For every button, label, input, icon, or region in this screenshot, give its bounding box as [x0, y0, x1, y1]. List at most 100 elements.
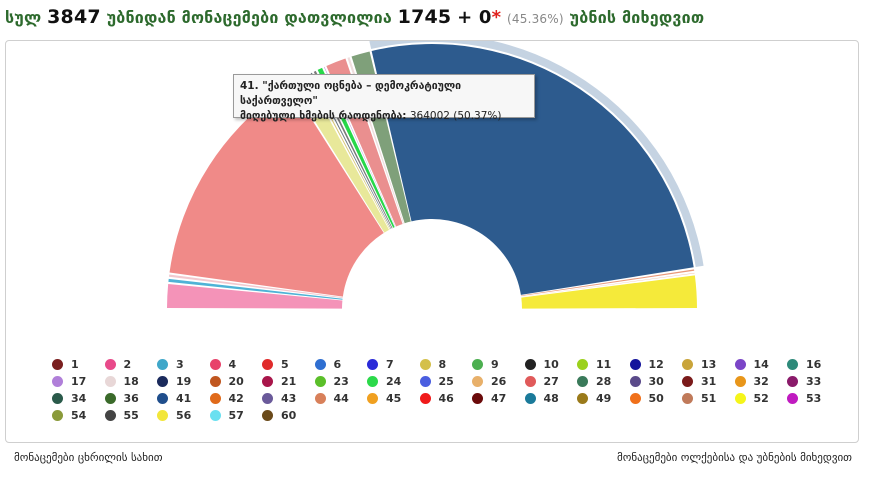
legend-item-54[interactable]: 54 — [52, 407, 86, 424]
legend-swatch — [262, 410, 273, 421]
legend-label: 16 — [806, 358, 822, 371]
legend-item-32[interactable]: 32 — [734, 373, 769, 390]
legend-label: 14 — [753, 358, 769, 371]
legend-swatch — [682, 393, 693, 404]
legend-item-46[interactable]: 46 — [419, 390, 454, 407]
legend-item-14[interactable]: 14 — [734, 356, 769, 373]
legend-item-25[interactable]: 25 — [419, 373, 454, 390]
slice-4[interactable] — [169, 85, 384, 297]
legend-item-47[interactable]: 47 — [472, 390, 506, 407]
legend-item-33[interactable]: 33 — [787, 373, 821, 390]
legend-label: 43 — [281, 392, 297, 405]
legend-item-44[interactable]: 44 — [314, 390, 349, 407]
legend-item-26[interactable]: 26 — [472, 373, 506, 390]
legend-swatch — [472, 393, 483, 404]
legend-item-21[interactable]: 21 — [262, 373, 296, 390]
legend-label: 34 — [71, 392, 87, 405]
districts-link[interactable]: მონაცემები ოლქებისა და უბნების მიხედვით — [616, 451, 852, 464]
legend-item-45[interactable]: 45 — [367, 390, 401, 407]
slice-3[interactable] — [168, 278, 343, 300]
legend-item-12[interactable]: 12 — [629, 356, 664, 373]
legend-item-24[interactable]: 24 — [367, 373, 401, 390]
legend-item-1[interactable]: 1 — [52, 356, 79, 373]
legend-item-2[interactable]: 2 — [104, 356, 131, 373]
legend-item-31[interactable]: 31 — [682, 373, 716, 390]
page-title: სულ 3847 უბნიდან მონაცემები დათვლილია 17… — [5, 6, 704, 32]
legend-item-55[interactable]: 55 — [104, 407, 139, 424]
legend-label: 5 — [281, 358, 289, 371]
legend-label: 53 — [806, 392, 822, 405]
legend-item-11[interactable]: 11 — [577, 356, 611, 373]
tooltip-value: 364002 (50.37%) — [409, 110, 502, 122]
legend-swatch — [52, 410, 63, 421]
legend-item-51[interactable]: 51 — [682, 390, 716, 407]
legend-swatch — [419, 393, 431, 404]
slice-56[interactable] — [521, 275, 697, 309]
counted-stations: 1745 — [397, 6, 452, 28]
legend-label: 36 — [123, 392, 139, 405]
legend-item-56[interactable]: 56 — [157, 407, 191, 424]
slice-50[interactable] — [521, 272, 695, 297]
legend-item-16[interactable]: 16 — [787, 356, 821, 373]
legend-item-19[interactable]: 19 — [157, 373, 191, 390]
legend-swatch — [577, 393, 588, 404]
legend-item-34[interactable]: 34 — [52, 390, 86, 407]
legend-item-42[interactable]: 42 — [209, 390, 244, 407]
table-view-link[interactable]: მონაცემები ცხრილის სახით — [14, 451, 163, 464]
legend-swatch — [209, 359, 221, 370]
legend-item-48[interactable]: 48 — [524, 390, 559, 407]
legend-label: 20 — [228, 375, 244, 388]
legend-item-8[interactable]: 8 — [419, 356, 446, 373]
legend-label: 32 — [753, 375, 769, 388]
legend-swatch — [104, 393, 116, 404]
legend-item-7[interactable]: 7 — [367, 356, 394, 373]
slice-18[interactable] — [168, 274, 343, 299]
legend-item-4[interactable]: 4 — [209, 356, 237, 373]
legend-item-20[interactable]: 20 — [209, 373, 244, 390]
legend-item-17[interactable]: 17 — [52, 373, 86, 390]
legend-label: 4 — [228, 358, 237, 371]
legend-row: 34 36 41 42 43 44 45 46 47 48 49 50 51 52 53 — [52, 390, 832, 407]
legend-item-6[interactable]: 6 — [314, 356, 341, 373]
legend-swatch — [209, 393, 221, 404]
legend-label: 17 — [71, 375, 87, 388]
legend-swatch — [314, 376, 326, 387]
legend-label: 21 — [281, 375, 297, 388]
legend-swatch — [524, 376, 536, 387]
tooltip-title: 41. "ქართული ოცნება – დემოკრატიული საქარ… — [240, 80, 462, 107]
legend-label: 42 — [228, 392, 244, 405]
legend-item-5[interactable]: 5 — [262, 356, 289, 373]
legend-item-27[interactable]: 27 — [524, 373, 559, 390]
legend-item-30[interactable]: 30 — [629, 373, 664, 390]
legend-swatch — [577, 359, 588, 370]
legend-item-18[interactable]: 18 — [104, 373, 139, 390]
legend-label: 51 — [701, 392, 717, 405]
legend-swatch — [367, 393, 378, 404]
legend-item-9[interactable]: 9 — [472, 356, 499, 373]
legend-item-10[interactable]: 10 — [524, 356, 559, 373]
legend-item-52[interactable]: 52 — [734, 390, 769, 407]
legend-swatch — [104, 376, 116, 387]
legend-item-60[interactable]: 60 — [262, 407, 296, 424]
legend-item-41[interactable]: 41 — [157, 390, 191, 407]
legend-item-43[interactable]: 43 — [262, 390, 296, 407]
legend-item-49[interactable]: 49 — [577, 390, 611, 407]
slice-44[interactable] — [520, 269, 695, 297]
legend-label: 3 — [176, 358, 184, 371]
legend-swatch — [682, 359, 693, 370]
legend-item-36[interactable]: 36 — [104, 390, 139, 407]
legend-row: 1 2 3 4 5 6 7 8 9 10 11 12 13 14 16 — [52, 356, 832, 373]
legend-item-28[interactable]: 28 — [577, 373, 611, 390]
legend-item-23[interactable]: 23 — [314, 373, 349, 390]
legend-label: 25 — [438, 375, 454, 388]
legend-item-3[interactable]: 3 — [157, 356, 184, 373]
legend-swatch — [52, 393, 63, 404]
legend-item-53[interactable]: 53 — [787, 390, 821, 407]
legend-swatch — [209, 376, 221, 387]
legend-item-50[interactable]: 50 — [629, 390, 664, 407]
legend-swatch — [157, 376, 168, 387]
legend-label: 52 — [753, 392, 769, 405]
legend-item-13[interactable]: 13 — [682, 356, 716, 373]
legend-item-57[interactable]: 57 — [209, 407, 244, 424]
slice-2[interactable] — [167, 284, 343, 309]
